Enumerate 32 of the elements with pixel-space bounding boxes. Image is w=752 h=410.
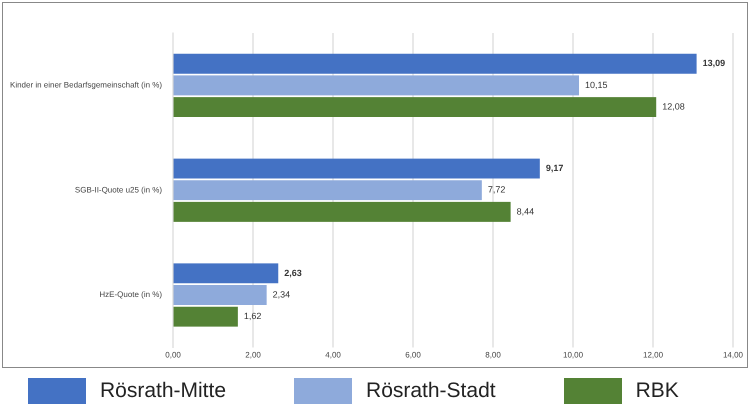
bar [174,97,656,118]
bar [174,180,482,200]
legend-label: Rösrath-Mitte [100,379,226,403]
data-label: 9,17 [546,163,564,174]
x-tick-label: 6,00 [405,350,422,360]
bar [174,158,540,179]
y-tick-label: Kinder in einer Bedarfsgemeinschaft (in %) [10,80,162,90]
x-tick-label: 4,00 [325,350,342,360]
data-label: 1,62 [244,311,262,322]
bar [174,54,697,74]
x-tick-label: 2,00 [245,350,262,360]
x-tick-label: 14,00 [722,350,744,360]
x-tick-label: 10,00 [563,350,584,360]
y-tick-label: SGB-II-Quote u25 (in %) [74,185,162,194]
data-label: 13,09 [702,58,726,68]
data-label: 12,08 [662,102,685,112]
bar [174,285,267,305]
bar [174,306,238,327]
x-tick-label: 12,00 [642,350,664,360]
x-tick-label: 0,00 [165,350,182,360]
legend-label: RBK [636,379,679,403]
data-label: 7,72 [488,184,506,195]
y-tick-label: HzE-Quote (in %) [99,290,162,300]
data-label: 2,34 [272,289,290,300]
data-label: 8,44 [516,206,534,216]
legend-label: Rösrath-Stadt [366,379,496,403]
data-label: 2,63 [284,268,302,278]
bar [174,75,580,96]
data-label: 10,15 [585,80,608,90]
bar [174,202,511,222]
x-tick-label: 8,00 [485,350,502,360]
bar [174,263,278,284]
